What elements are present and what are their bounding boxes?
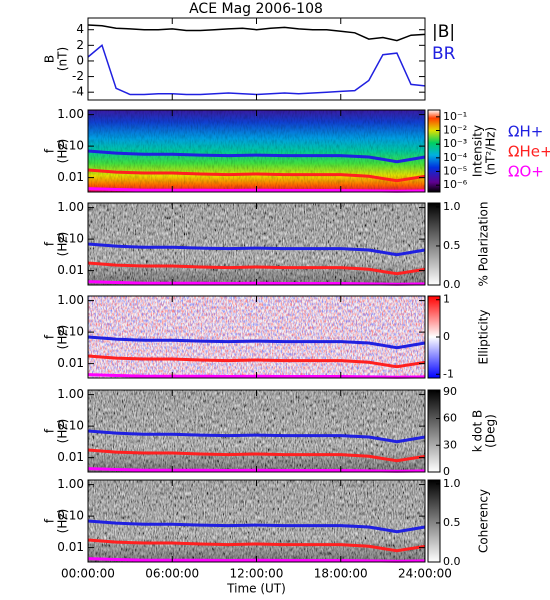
colorbar: [427, 389, 441, 473]
colorbar: [427, 109, 441, 193]
y-tick-label: 0.10: [57, 325, 84, 339]
y-tick-label: 0.01: [57, 540, 84, 554]
y-axis-label: (Hz): [56, 325, 70, 350]
y-tick-label: -2: [72, 69, 84, 83]
y-axis-label: f: [43, 518, 57, 523]
spectrogram-texture: [88, 110, 425, 192]
y-tick-label: 1.00: [57, 200, 84, 214]
chart-title: ACE Mag 2006-108: [189, 1, 323, 17]
x-axis-label: Time (UT): [226, 582, 286, 596]
gyrofrequency-line: [87, 354, 426, 369]
y-tick-label: 0: [76, 53, 84, 67]
y-axis-label: f: [43, 148, 57, 153]
colorbar-tick-label: 10⁻⁴: [443, 151, 468, 164]
gyrofrequency-line: [87, 149, 426, 164]
colorbar-tick-label: 60: [443, 412, 457, 425]
colorbar-label: Intensity: [471, 125, 485, 177]
y-axis-label: f: [43, 334, 57, 339]
y-tick-label: 1.00: [57, 477, 84, 491]
colorbar: [427, 202, 441, 286]
y-tick-label: 1.00: [57, 293, 84, 307]
colorbar-label: Ellipticity: [477, 310, 491, 365]
x-tick-label: 18:00:00: [314, 567, 368, 581]
colorbar-tick-label: 1.0: [443, 200, 461, 213]
y-axis-label: f: [43, 241, 57, 246]
colorbar-label: (nT²/Hz): [484, 127, 498, 175]
colorbar-label: Coherency: [477, 489, 491, 553]
y-tick-label: 0.01: [57, 450, 84, 464]
colorbar-tick-label: 0: [443, 330, 450, 343]
y-tick-label: 0.01: [57, 170, 84, 184]
legend-label: ΩH+: [508, 123, 543, 141]
panel: [87, 24, 426, 96]
y-tick-label: 4: [76, 22, 84, 36]
y-axis-label: (Hz): [56, 509, 70, 534]
y-axis-label: (Hz): [56, 232, 70, 257]
colorbar-tick-label: 10⁻⁶: [443, 178, 468, 191]
colorbar-tick-label: 10⁻³: [443, 137, 467, 150]
colorbar: [427, 479, 441, 563]
line: [87, 44, 426, 96]
x-tick-label: 06:00:00: [145, 567, 199, 581]
colorbar-tick-label: 0.5: [443, 239, 461, 252]
spectrogram-shade: [88, 480, 425, 562]
y-tick-label: 0.10: [57, 419, 84, 433]
gyrofrequency-line: [87, 538, 426, 553]
x-tick-label: 24:00:00: [398, 567, 452, 581]
y-axis-label: (Hz): [56, 419, 70, 444]
gyrofrequency-line: [87, 242, 426, 257]
legend-label: BR: [432, 44, 456, 64]
y-tick-label: 0.10: [57, 232, 84, 246]
colorbar-label: k dot B: [471, 410, 485, 452]
y-tick-label: 0.01: [57, 263, 84, 277]
x-tick-label: 12:00:00: [230, 567, 284, 581]
y-tick-label: 0.10: [57, 139, 84, 153]
panel: [87, 110, 426, 193]
colorbar-tick-label: 1.0: [443, 477, 461, 490]
y-axis-label: f: [43, 428, 57, 433]
colorbar-tick-label: 10⁻²: [443, 124, 467, 137]
panel: [87, 296, 426, 379]
gyrofrequency-line: [87, 429, 426, 444]
colorbar-label: (Deg): [484, 414, 498, 448]
panel: [87, 390, 426, 473]
gyrofrequency-line: [87, 168, 426, 183]
legend-label: ΩHe+: [508, 143, 550, 161]
colorbar-tick-label: 90: [443, 385, 457, 398]
colorbar-tick-label: 30: [443, 438, 457, 451]
panel: [87, 203, 426, 286]
y-axis-label: (nT): [56, 47, 70, 71]
line: [87, 24, 426, 42]
colorbar-tick-label: -1: [443, 367, 454, 380]
y-axis-label: (Hz): [56, 139, 70, 164]
spectrogram-blue: [88, 296, 425, 378]
y-tick-label: 0.01: [57, 356, 84, 370]
y-tick-label: 2: [76, 38, 84, 52]
legend-label: ΩO+: [508, 163, 544, 181]
colorbar-tick-label: 1: [443, 293, 450, 306]
colorbar-tick-label: 0.0: [443, 278, 461, 291]
y-tick-label: 1.00: [57, 107, 84, 121]
colorbar-tick-label: 0.0: [443, 555, 461, 568]
y-axis-label: B: [43, 55, 57, 63]
legend-label: |B|: [432, 22, 455, 42]
colorbar-tick-label: 0.5: [443, 516, 461, 529]
y-tick-label: 0.10: [57, 509, 84, 523]
spectrogram-shade: [88, 203, 425, 285]
colorbar-tick-label: 10⁻⁵: [443, 165, 467, 178]
gyrofrequency-line: [87, 335, 426, 350]
gyrofrequency-line: [87, 261, 426, 276]
y-tick-label: -4: [72, 85, 84, 99]
gyrofrequency-line: [87, 519, 426, 534]
gyrofrequency-line: [87, 448, 426, 463]
colorbar-label: % Polarization: [477, 202, 491, 287]
colorbar-tick-label: 10⁻¹: [443, 110, 467, 123]
panel: [87, 480, 426, 563]
colorbar-tick-label: 0: [443, 465, 450, 478]
x-tick-label: 00:00:00: [61, 567, 115, 581]
y-tick-label: 1.00: [57, 387, 84, 401]
spectrogram-shade: [88, 390, 425, 472]
